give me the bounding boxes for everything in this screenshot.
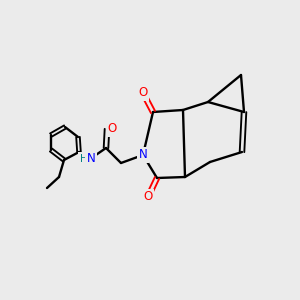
Text: N: N bbox=[87, 152, 95, 166]
Text: O: O bbox=[138, 86, 148, 100]
Text: O: O bbox=[143, 190, 153, 203]
Text: N: N bbox=[139, 148, 147, 161]
Text: H: H bbox=[80, 154, 88, 164]
Text: O: O bbox=[107, 122, 117, 136]
